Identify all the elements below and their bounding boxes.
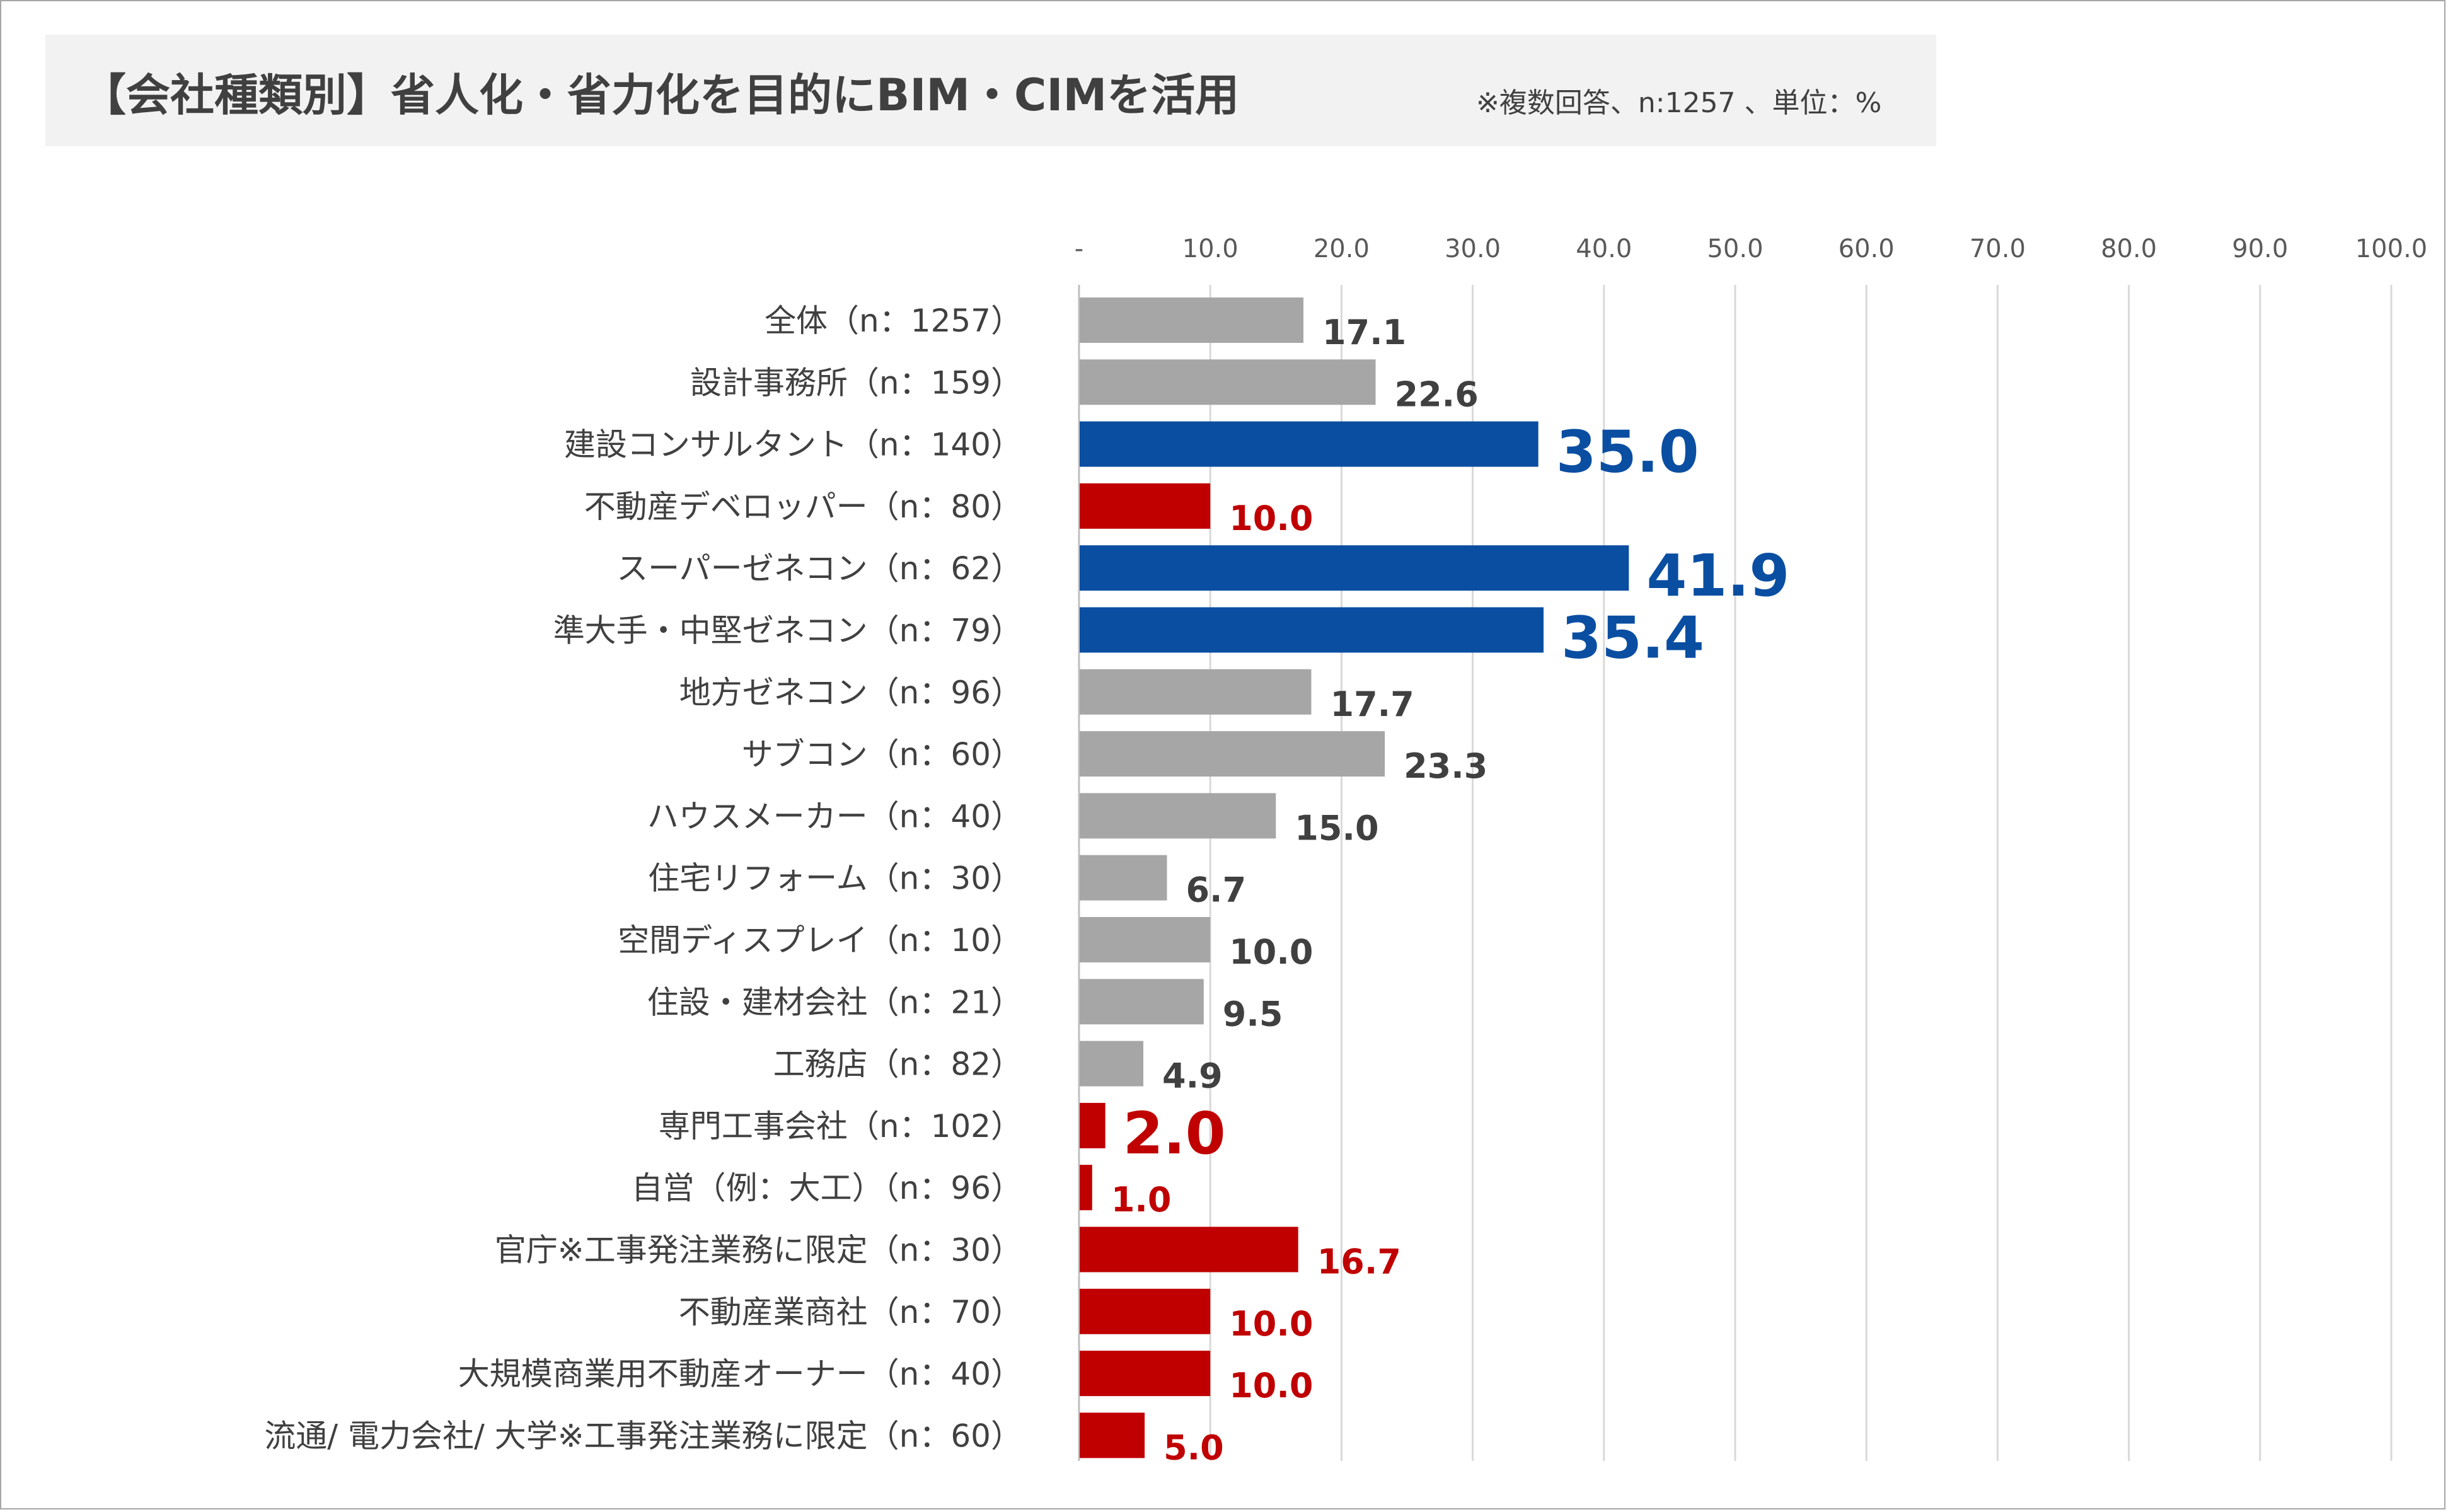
bar xyxy=(1080,1226,1298,1273)
bar xyxy=(1080,917,1211,962)
bar xyxy=(1080,731,1385,777)
bar xyxy=(1080,1351,1211,1397)
bar xyxy=(1080,1041,1144,1087)
value-label: 41.9 xyxy=(1646,542,1789,609)
value-label: 23.3 xyxy=(1404,746,1487,786)
category-label: 準大手・中堅ゼネコン（n：79） xyxy=(553,613,1022,649)
value-label: 17.7 xyxy=(1331,684,1414,724)
chart-subtitle: ※複数回答、n:1257 、単位：% xyxy=(1476,87,1882,119)
x-tick-label: 30.0 xyxy=(1445,234,1501,263)
value-labels: 17.1 22.6 35.0 10.0 41.935.4 17.7 23.3 15.0 6.7 1… xyxy=(1111,313,1790,1467)
value-label: 22.6 xyxy=(1395,374,1479,414)
value-label: 35.0 xyxy=(1556,418,1699,486)
category-label: 工務店（n：82） xyxy=(773,1046,1022,1083)
bar xyxy=(1080,545,1629,591)
category-label: 不動産業商社（n：70） xyxy=(679,1294,1022,1330)
value-label: 10.0 xyxy=(1229,499,1313,538)
bar xyxy=(1080,607,1544,653)
bar xyxy=(1080,855,1167,901)
value-label: 10.0 xyxy=(1229,1304,1313,1344)
value-label: 35.4 xyxy=(1561,604,1704,672)
category-labels: 全体（n：1257） 設計事務所（n：159） 建設コンサルタント（n：140） 不動… xyxy=(264,303,1022,1454)
x-tick-label: 40.0 xyxy=(1576,234,1632,263)
category-label: 官庁※工事発注業務に限定（n：30） xyxy=(495,1232,1022,1269)
value-label: 10.0 xyxy=(1229,1366,1313,1405)
bar xyxy=(1080,421,1539,467)
x-tick-label: 80.0 xyxy=(2101,234,2157,263)
x-tick-label: - xyxy=(1075,234,1083,263)
bar xyxy=(1080,1412,1145,1458)
category-label: 建設コンサルタント（n：140） xyxy=(564,427,1022,463)
value-label: 4.9 xyxy=(1162,1056,1223,1096)
x-tick-label: 100.0 xyxy=(2355,234,2428,263)
bar xyxy=(1080,1165,1092,1211)
bar xyxy=(1080,297,1304,343)
category-label: ハウスメーカー（n：40） xyxy=(647,798,1022,834)
x-tick-label: 90.0 xyxy=(2232,234,2288,263)
x-axis-ticks: - 10.0 20.0 30.0 40.0 50.0 60.0 70.0 80.0 90.0 100… xyxy=(1075,234,2427,263)
category-label: 不動産デベロッパー（n：80） xyxy=(584,488,1022,525)
bar xyxy=(1080,793,1276,839)
category-label: 大規模商業用不動産オーナー（n：40） xyxy=(458,1356,1022,1392)
category-label: スーパーゼネコン（n：62） xyxy=(616,550,1022,587)
x-tick-label: 60.0 xyxy=(1839,234,1895,263)
bar xyxy=(1080,1102,1106,1148)
chart-title: 【会社種類別】省人化・省力化を目的にBIM・CIMを活用 xyxy=(82,69,1240,121)
category-label: 流通/ 電力会社/ 大学※工事発注業務に限定（n：60） xyxy=(264,1417,1022,1454)
bar xyxy=(1080,483,1211,529)
value-label: 9.5 xyxy=(1223,994,1283,1034)
category-label: 自営（例：大工）（n：96） xyxy=(632,1170,1022,1206)
value-label: 15.0 xyxy=(1295,808,1378,848)
bars xyxy=(1080,297,1629,1458)
value-label: 6.7 xyxy=(1186,870,1246,910)
bar xyxy=(1080,1288,1211,1334)
category-label: サブコン（n：60） xyxy=(742,736,1022,773)
category-label: 空間ディスプレイ（n：10） xyxy=(618,922,1022,959)
value-label: 5.0 xyxy=(1163,1428,1224,1467)
category-label: 住設・建材会社（n：21） xyxy=(647,984,1022,1020)
value-label: 1.0 xyxy=(1111,1180,1172,1220)
gridlines xyxy=(1078,285,2393,1461)
bar xyxy=(1080,669,1312,715)
category-label: 設計事務所（n：159） xyxy=(690,364,1022,401)
bar xyxy=(1080,979,1204,1025)
category-label: 住宅リフォーム（n：30） xyxy=(648,860,1022,897)
category-label: 地方ゼネコン（n：96） xyxy=(679,674,1022,711)
x-tick-label: 10.0 xyxy=(1182,234,1238,263)
bar xyxy=(1080,359,1376,405)
x-tick-label: 70.0 xyxy=(1970,234,2026,263)
x-tick-label: 50.0 xyxy=(1707,234,1763,263)
x-tick-label: 20.0 xyxy=(1313,234,1370,263)
value-label: 2.0 xyxy=(1123,1100,1226,1167)
value-label: 17.1 xyxy=(1322,313,1406,352)
value-label: 16.7 xyxy=(1317,1242,1401,1282)
value-label: 10.0 xyxy=(1229,932,1313,972)
title-banner: 【会社種類別】省人化・省力化を目的にBIM・CIMを活用 ※複数回答、n:125… xyxy=(45,35,1936,146)
category-label: 全体（n：1257） xyxy=(765,303,1022,339)
category-label: 専門工事会社（n：102） xyxy=(659,1108,1022,1145)
